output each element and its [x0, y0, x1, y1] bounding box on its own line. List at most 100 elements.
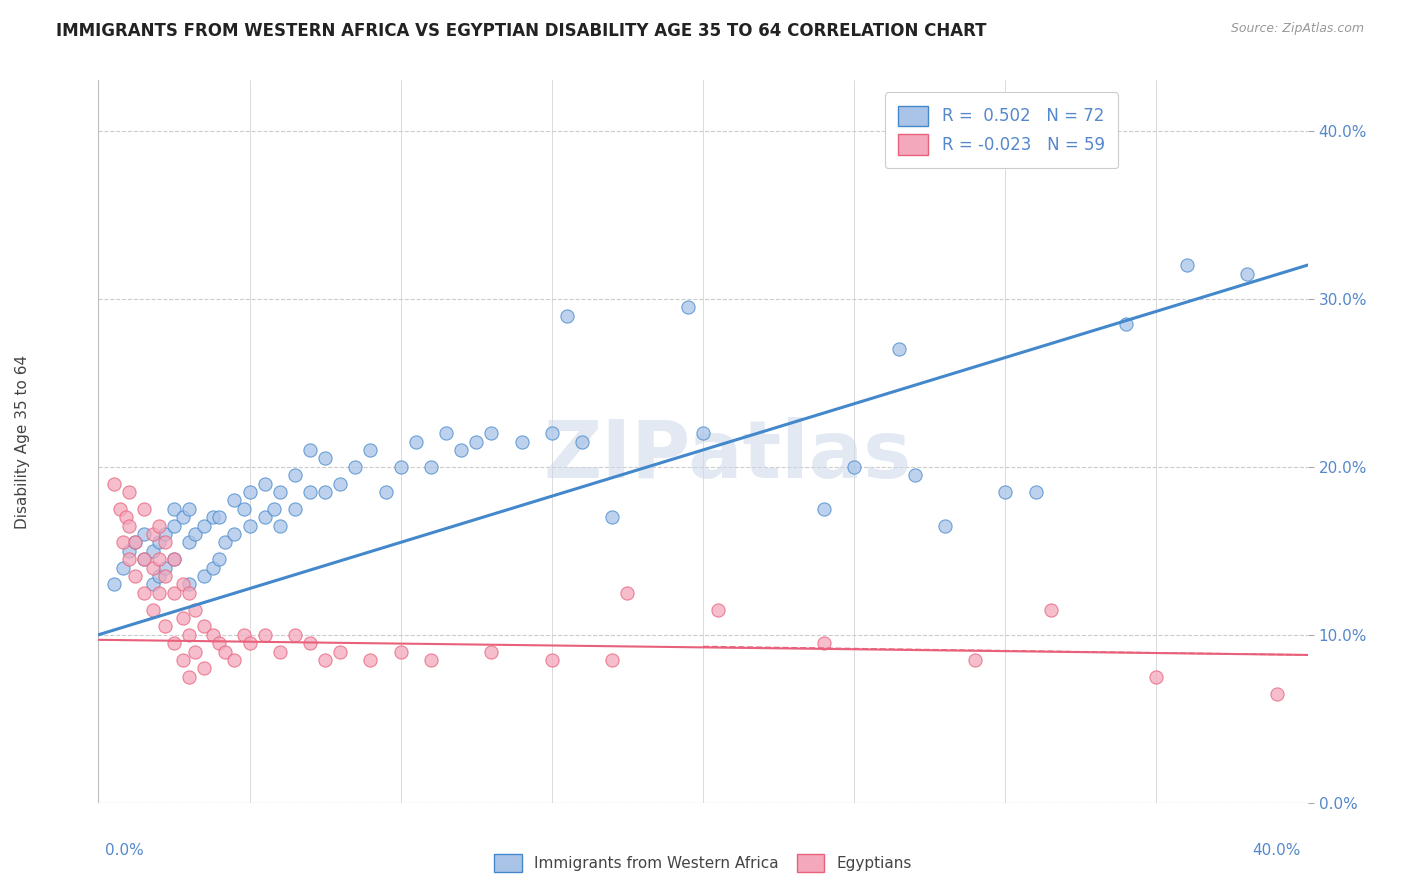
Point: [172, 577, 194, 591]
Point: [232, 628, 254, 642]
Point: [163, 552, 186, 566]
Point: [142, 602, 165, 616]
Point: [153, 527, 176, 541]
Point: [329, 476, 352, 491]
Point: [224, 653, 246, 667]
Point: [374, 485, 396, 500]
Point: [465, 434, 488, 449]
Point: [284, 501, 307, 516]
Point: [269, 485, 291, 500]
Point: [299, 442, 322, 457]
Point: [132, 527, 155, 541]
Point: [118, 485, 141, 500]
Point: [163, 636, 186, 650]
Point: [239, 485, 262, 500]
Point: [208, 510, 231, 524]
Legend: R =  0.502   N = 72, R = -0.023   N = 59: R = 0.502 N = 72, R = -0.023 N = 59: [884, 92, 1118, 168]
Point: [253, 476, 276, 491]
Point: [179, 577, 201, 591]
Point: [132, 586, 155, 600]
Point: [1039, 602, 1062, 616]
Text: Source: ZipAtlas.com: Source: ZipAtlas.com: [1230, 22, 1364, 36]
Point: [153, 569, 176, 583]
Point: [450, 442, 472, 457]
Point: [284, 468, 307, 483]
Point: [153, 535, 176, 549]
Point: [148, 535, 170, 549]
Point: [269, 644, 291, 658]
Point: [124, 535, 146, 549]
Point: [103, 577, 125, 591]
Point: [184, 644, 207, 658]
Point: [142, 560, 165, 574]
Point: [193, 619, 215, 633]
Point: [132, 552, 155, 566]
Point: [142, 543, 165, 558]
Point: [707, 602, 730, 616]
Point: [389, 459, 412, 474]
Point: [540, 426, 562, 441]
Point: [510, 434, 533, 449]
Point: [111, 535, 134, 549]
Point: [142, 577, 165, 591]
Point: [118, 518, 141, 533]
Point: [179, 670, 201, 684]
Point: [329, 644, 352, 658]
Point: [224, 493, 246, 508]
Point: [253, 628, 276, 642]
Point: [844, 459, 866, 474]
Point: [202, 510, 225, 524]
Point: [172, 611, 194, 625]
Point: [965, 653, 987, 667]
Point: [555, 309, 578, 323]
Point: [263, 501, 285, 516]
Point: [1267, 687, 1289, 701]
Point: [224, 527, 246, 541]
Point: [676, 300, 699, 314]
Point: [299, 485, 322, 500]
Point: [193, 661, 215, 675]
Point: [314, 653, 336, 667]
Point: [214, 535, 236, 549]
Point: [214, 644, 236, 658]
Point: [148, 586, 170, 600]
Point: [142, 527, 165, 541]
Point: [118, 543, 141, 558]
Point: [481, 644, 503, 658]
Point: [208, 636, 231, 650]
Point: [813, 636, 835, 650]
Legend: Immigrants from Western Africa, Egyptians: Immigrants from Western Africa, Egyptian…: [486, 846, 920, 880]
Point: [253, 510, 276, 524]
Point: [602, 510, 624, 524]
Point: [813, 501, 835, 516]
Point: [208, 552, 231, 566]
Point: [148, 518, 170, 533]
Point: [118, 552, 141, 566]
Point: [163, 501, 186, 516]
Point: [172, 653, 194, 667]
Point: [232, 501, 254, 516]
Point: [108, 501, 131, 516]
Point: [163, 586, 186, 600]
Point: [184, 602, 207, 616]
Point: [934, 518, 956, 533]
Point: [202, 560, 225, 574]
Point: [148, 569, 170, 583]
Point: [132, 552, 155, 566]
Point: [239, 518, 262, 533]
Point: [153, 619, 176, 633]
Point: [114, 510, 136, 524]
Text: 0.0%: 0.0%: [105, 843, 145, 858]
Point: [269, 518, 291, 533]
Point: [299, 636, 322, 650]
Point: [1175, 258, 1198, 272]
Point: [360, 442, 382, 457]
Point: [1010, 124, 1032, 138]
Text: Disability Age 35 to 64: Disability Age 35 to 64: [15, 354, 31, 529]
Point: [904, 468, 927, 483]
Point: [314, 451, 336, 466]
Point: [360, 653, 382, 667]
Point: [202, 628, 225, 642]
Point: [284, 628, 307, 642]
Point: [193, 569, 215, 583]
